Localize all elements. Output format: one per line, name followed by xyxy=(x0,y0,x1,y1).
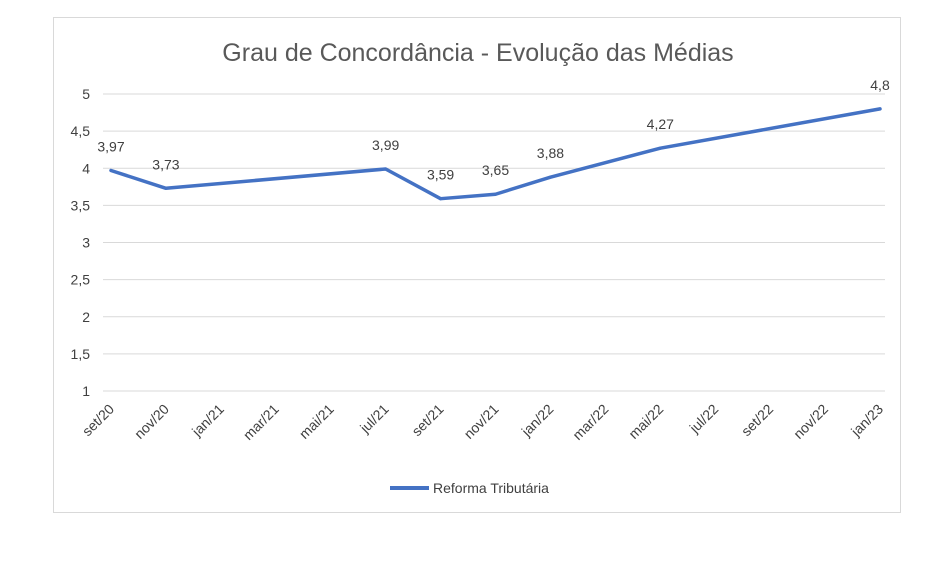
x-tick-label: mai/22 xyxy=(625,401,666,442)
data-label: 3,88 xyxy=(537,145,564,161)
x-tick-label: jan/21 xyxy=(188,401,227,440)
x-tick-label: jan/23 xyxy=(847,401,886,440)
x-tick-label: mai/21 xyxy=(296,401,337,442)
data-label: 3,97 xyxy=(97,138,124,154)
data-label: 3,73 xyxy=(152,156,179,172)
x-tick-label: mar/22 xyxy=(569,401,611,443)
chart-title: Grau de Concordância - Evolução das Médi… xyxy=(222,39,733,67)
data-label: 3,65 xyxy=(482,162,509,178)
data-labels: 3,97 3,73 3,99 3,59 3,65 3,88 4,27 4,8 xyxy=(97,77,890,183)
legend-label: Reforma Tributária xyxy=(433,480,549,496)
y-tick-label: 4,5 xyxy=(71,123,91,139)
chart-frame: Grau de Concordância - Evolução das Médi… xyxy=(53,17,901,513)
y-tick-label: 4 xyxy=(82,160,90,176)
series-line-0 xyxy=(109,107,882,201)
data-point xyxy=(439,197,443,201)
data-point xyxy=(658,146,662,150)
x-tick-label: set/21 xyxy=(408,401,446,439)
data-label: 4,8 xyxy=(870,77,890,93)
data-point xyxy=(384,167,388,171)
data-point xyxy=(548,175,552,179)
series-group xyxy=(109,107,882,201)
data-label: 3,99 xyxy=(372,137,399,153)
x-tick-label: nov/21 xyxy=(461,401,502,442)
data-label: 3,59 xyxy=(427,167,454,183)
y-tick-label: 3,5 xyxy=(71,197,91,213)
x-tick-label: jul/22 xyxy=(686,401,722,437)
data-label: 4,27 xyxy=(647,116,674,132)
data-point xyxy=(164,186,168,190)
y-tick-label: 3 xyxy=(82,235,90,251)
x-tick-label: jan/22 xyxy=(518,401,557,440)
y-axis: 1 1,5 2 2,5 3 3,5 4 4,5 5 xyxy=(71,86,91,399)
x-tick-label: set/20 xyxy=(79,401,117,439)
y-tick-label: 5 xyxy=(82,86,90,102)
data-point xyxy=(494,192,497,196)
grid-lines xyxy=(103,93,885,392)
x-axis: set/20 nov/20 jan/21 mar/21 mai/21 jul/21 set/… xyxy=(79,401,886,443)
x-tick-label: set/22 xyxy=(738,401,776,439)
line-chart: Grau de Concordância - Evolução das Médi… xyxy=(71,39,890,496)
y-tick-label: 2 xyxy=(82,309,90,325)
x-tick-label: mar/21 xyxy=(240,401,282,443)
data-point xyxy=(109,168,113,172)
x-tick-label: nov/20 xyxy=(131,401,172,442)
y-tick-label: 1 xyxy=(82,383,90,399)
legend: Reforma Tributária xyxy=(390,480,549,496)
x-tick-label: jul/21 xyxy=(356,401,392,437)
y-tick-label: 2,5 xyxy=(71,272,91,288)
x-tick-label: nov/22 xyxy=(790,401,831,442)
y-tick-label: 1,5 xyxy=(71,346,91,362)
data-point xyxy=(878,107,882,111)
